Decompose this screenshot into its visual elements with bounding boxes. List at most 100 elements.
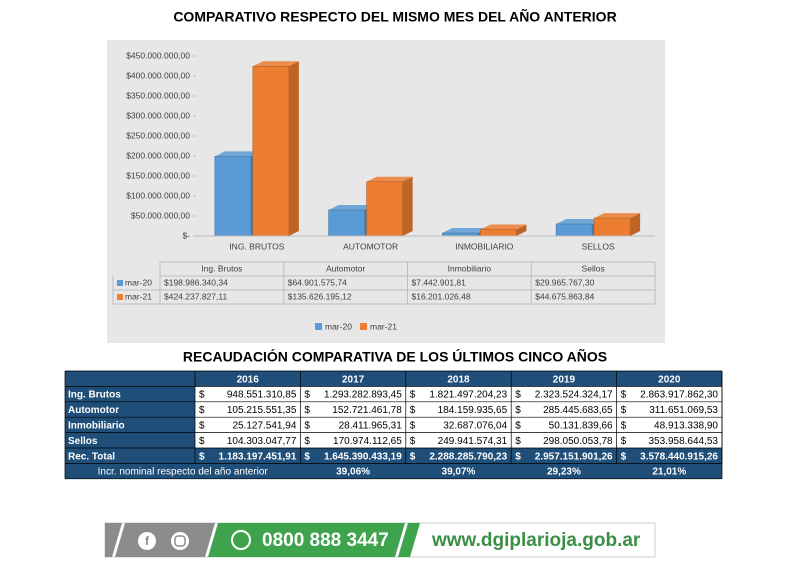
cell-value: 32.687.076,04 <box>443 421 507 432</box>
cell-value: 1.183.197.451,91 <box>219 451 297 462</box>
row-label: Rec. Total <box>68 451 115 462</box>
currency-sign: $ <box>304 436 310 447</box>
legend-swatch <box>315 323 322 330</box>
currency-sign: $ <box>621 390 627 401</box>
bar-top <box>556 219 603 225</box>
data-table-value: $135.626.195,12 <box>288 291 352 301</box>
bar <box>214 156 252 237</box>
footer-social-band <box>115 523 215 557</box>
column-header: 2018 <box>447 374 470 385</box>
bar-top <box>214 151 261 157</box>
x-tick-label: ING. BRUTOS <box>229 241 284 251</box>
x-tick-label: SELLOS <box>582 241 615 251</box>
currency-sign: $ <box>410 405 416 416</box>
growth-row-bg <box>65 463 722 479</box>
row-label: Inmobiliario <box>68 421 125 432</box>
y-tick-label: $450.000.000,00 <box>126 50 190 60</box>
row-label-bg <box>65 417 195 433</box>
currency-sign: $ <box>199 436 205 447</box>
data-table-header: Sellos <box>582 263 605 273</box>
currency-sign: $ <box>621 436 627 447</box>
bar <box>328 209 365 237</box>
currency-sign: $ <box>621 451 627 462</box>
cell-value: 353.958.644,53 <box>648 436 718 447</box>
currency-sign: $ <box>199 451 205 462</box>
column-header: 2019 <box>553 374 576 385</box>
data-table-header: Automotor <box>326 263 365 273</box>
y-tick-label: $350.000.000,00 <box>126 90 190 100</box>
cell-value: 2.863.917.862,30 <box>640 390 718 401</box>
column-header: 2016 <box>237 374 260 385</box>
currency-sign: $ <box>199 421 205 432</box>
data-table-value: $16.201.026,48 <box>412 291 471 301</box>
currency-sign: $ <box>515 436 521 447</box>
growth-value: 21,01% <box>652 467 686 478</box>
currency-sign: $ <box>304 451 310 462</box>
cell-value: 152.721.461,78 <box>332 405 402 416</box>
currency-sign: $ <box>199 390 205 401</box>
bar <box>252 66 290 237</box>
data-table-value: $7.442.901,81 <box>412 277 467 287</box>
currency-sign: $ <box>410 390 416 401</box>
data-table-value: $44.675.863,84 <box>535 291 594 301</box>
data-table-key <box>117 280 123 286</box>
cell-value: 28.411.965,31 <box>339 421 403 432</box>
y-tick-label: $250.000.000,00 <box>126 130 190 140</box>
table-title: RECAUDACIÓN COMPARATIVA DE LOS ÚLTIMOS C… <box>183 348 607 365</box>
currency-sign: $ <box>304 390 310 401</box>
y-tick-label: $200.000.000,00 <box>126 150 190 160</box>
cell-value: 170.974.112,65 <box>333 436 402 447</box>
cell-value: 285.445.683,65 <box>543 405 613 416</box>
x-tick-label: AUTOMOTOR <box>343 241 398 251</box>
bar-side <box>516 224 527 236</box>
cell-value: 311.651.069,53 <box>649 405 718 416</box>
column-header: 2017 <box>342 374 365 385</box>
data-table-key <box>117 294 123 300</box>
data-table-value: $29.965.767,30 <box>535 277 594 287</box>
footer-phone[interactable]: 0800 888 3447 <box>262 530 389 551</box>
bar-top <box>252 61 299 67</box>
currency-sign: $ <box>621 421 627 432</box>
bar-side <box>630 213 641 236</box>
growth-label: Incr. nominal respecto del año anterior <box>98 467 269 478</box>
row-label-bg <box>65 386 195 402</box>
x-tick-label: INMOBILIARIO <box>455 241 513 251</box>
instagram-icon[interactable] <box>171 532 189 550</box>
growth-value: 29,23% <box>547 467 581 478</box>
row-label: Sellos <box>68 436 98 447</box>
facebook-glyph: f <box>145 534 150 548</box>
cell-value: 1.821.497.204,23 <box>429 390 507 401</box>
cell-value: 105.215.551,35 <box>227 405 297 416</box>
cell-value: 50.131.839,66 <box>549 421 613 432</box>
currency-sign: $ <box>304 421 310 432</box>
currency-sign: $ <box>515 451 521 462</box>
currency-sign: $ <box>410 436 416 447</box>
instagram-glyph <box>174 535 186 547</box>
row-label-bg <box>65 448 195 464</box>
data-table-value: $64.901.575,74 <box>288 277 347 287</box>
bar-top <box>328 205 375 211</box>
cell-value: 48.913.338,90 <box>654 421 718 432</box>
cell-value: 2.288.285.790,23 <box>429 451 507 462</box>
cell-value: 2.323.524.324,17 <box>535 390 613 401</box>
facebook-icon[interactable] <box>138 532 156 550</box>
currency-sign: $ <box>410 421 416 432</box>
bar <box>366 181 403 237</box>
currency-sign: $ <box>199 405 205 416</box>
cell-value: 2.957.151.901,26 <box>535 451 613 462</box>
footer-website[interactable]: www.dgiplarioja.gob.ar <box>431 530 641 551</box>
bar-top <box>594 213 641 219</box>
footer-phone-band <box>208 523 405 557</box>
chart-title: COMPARATIVO RESPECTO DEL MISMO MES DEL A… <box>173 8 616 25</box>
legend-label: mar-20 <box>325 321 352 331</box>
currency-sign: $ <box>515 390 521 401</box>
cell-value: 249.941.574,31 <box>438 436 508 447</box>
footer-stripe <box>105 523 122 557</box>
cell-value: 104.303.047,77 <box>227 436 297 447</box>
legend-swatch <box>360 323 367 330</box>
row-label-bg <box>65 401 195 418</box>
y-tick-label: $- <box>182 230 190 240</box>
table-header-bg <box>65 371 722 387</box>
data-table-value: $424.237.827,11 <box>164 291 227 301</box>
cell-value: 948.551.310,85 <box>227 390 297 401</box>
